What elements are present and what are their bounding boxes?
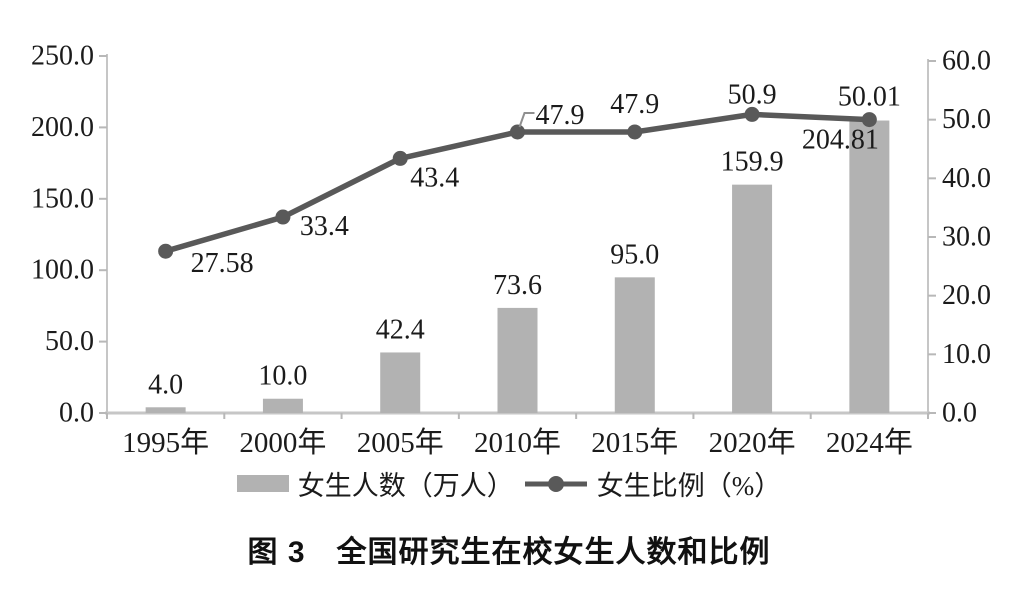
right-axis-tick-label: 50.0 [942,104,991,135]
bar-swatch-icon [236,475,289,492]
right-axis-tick-label: 30.0 [942,222,991,253]
line-value-label: 47.9 [610,89,659,120]
line-value-label: 33.4 [300,211,349,242]
bar-2015年 [614,277,655,413]
legend-bar-label: 女生人数（万人） [297,471,514,501]
left-axis-tick-label: 200.0 [31,112,94,143]
x-axis-category-label: 2015年 [591,426,678,459]
bar-2024年 [849,120,890,414]
bar-value-label: 95.0 [610,239,659,270]
line-marker-2015年 [627,124,643,140]
line-marker-1995年 [158,243,174,259]
line-marker-2005年 [392,150,408,166]
legend-item-bar-series: 女生人数（万人） [236,464,514,503]
x-axis-category-label: 2000年 [239,426,326,459]
bar-2020年 [732,184,773,413]
line-value-label: 50.9 [728,79,777,110]
line-value-label: 50.01 [838,82,901,113]
bar-value-label: 73.6 [493,270,542,301]
bar-2005年 [380,352,421,413]
left-axis-tick-label: 150.0 [31,183,94,214]
x-axis-category-label: 1995年 [122,426,209,459]
legend-item-line-series: 女生比例（%） [524,464,782,503]
line-marker-2000年 [275,209,291,225]
line-marker-2024年 [861,112,877,128]
right-axis-tick-label: 60.0 [942,46,991,77]
right-axis-tick-label: 20.0 [942,280,991,311]
x-axis-category-label: 2010年 [474,426,561,459]
line-value-label: 47.9 [536,100,585,131]
right-axis-tick-label: 10.0 [942,339,991,370]
bar-value-label: 42.4 [376,314,425,345]
chart-legend: 女生人数（万人） 女生比例（%） [0,464,1018,503]
bar-2010年 [497,307,538,413]
left-axis-tick-label: 100.0 [31,255,94,286]
bar-value-label: 204.81 [802,125,879,156]
label-leader-line [518,111,535,128]
line-value-label: 43.4 [410,162,459,193]
bar-1995年 [145,407,186,413]
line-value-label: 27.58 [191,248,254,279]
x-axis-category-label: 2024年 [826,426,913,459]
right-axis-tick-label: 0.0 [942,398,977,429]
bar-2000年 [262,398,303,413]
x-axis-category-label: 2020年 [709,426,796,459]
x-axis-category-label: 2005年 [357,426,444,459]
figure-caption: 图 3 全国研究生在校女生人数和比例 [247,536,771,569]
line-marker-swatch-icon [524,475,587,492]
bar-value-label: 4.0 [148,369,183,400]
legend-line-label: 女生比例（%） [596,471,782,501]
left-axis-tick-label: 0.0 [59,398,94,429]
right-axis-tick-label: 40.0 [942,163,991,194]
bar-value-label: 10.0 [258,361,307,392]
left-axis-tick-label: 250.0 [31,41,94,72]
bar-value-label: 159.9 [721,147,784,178]
line-marker-2010年 [510,124,525,140]
left-axis-tick-label: 50.0 [45,326,94,357]
line-marker-2020年 [744,106,760,122]
